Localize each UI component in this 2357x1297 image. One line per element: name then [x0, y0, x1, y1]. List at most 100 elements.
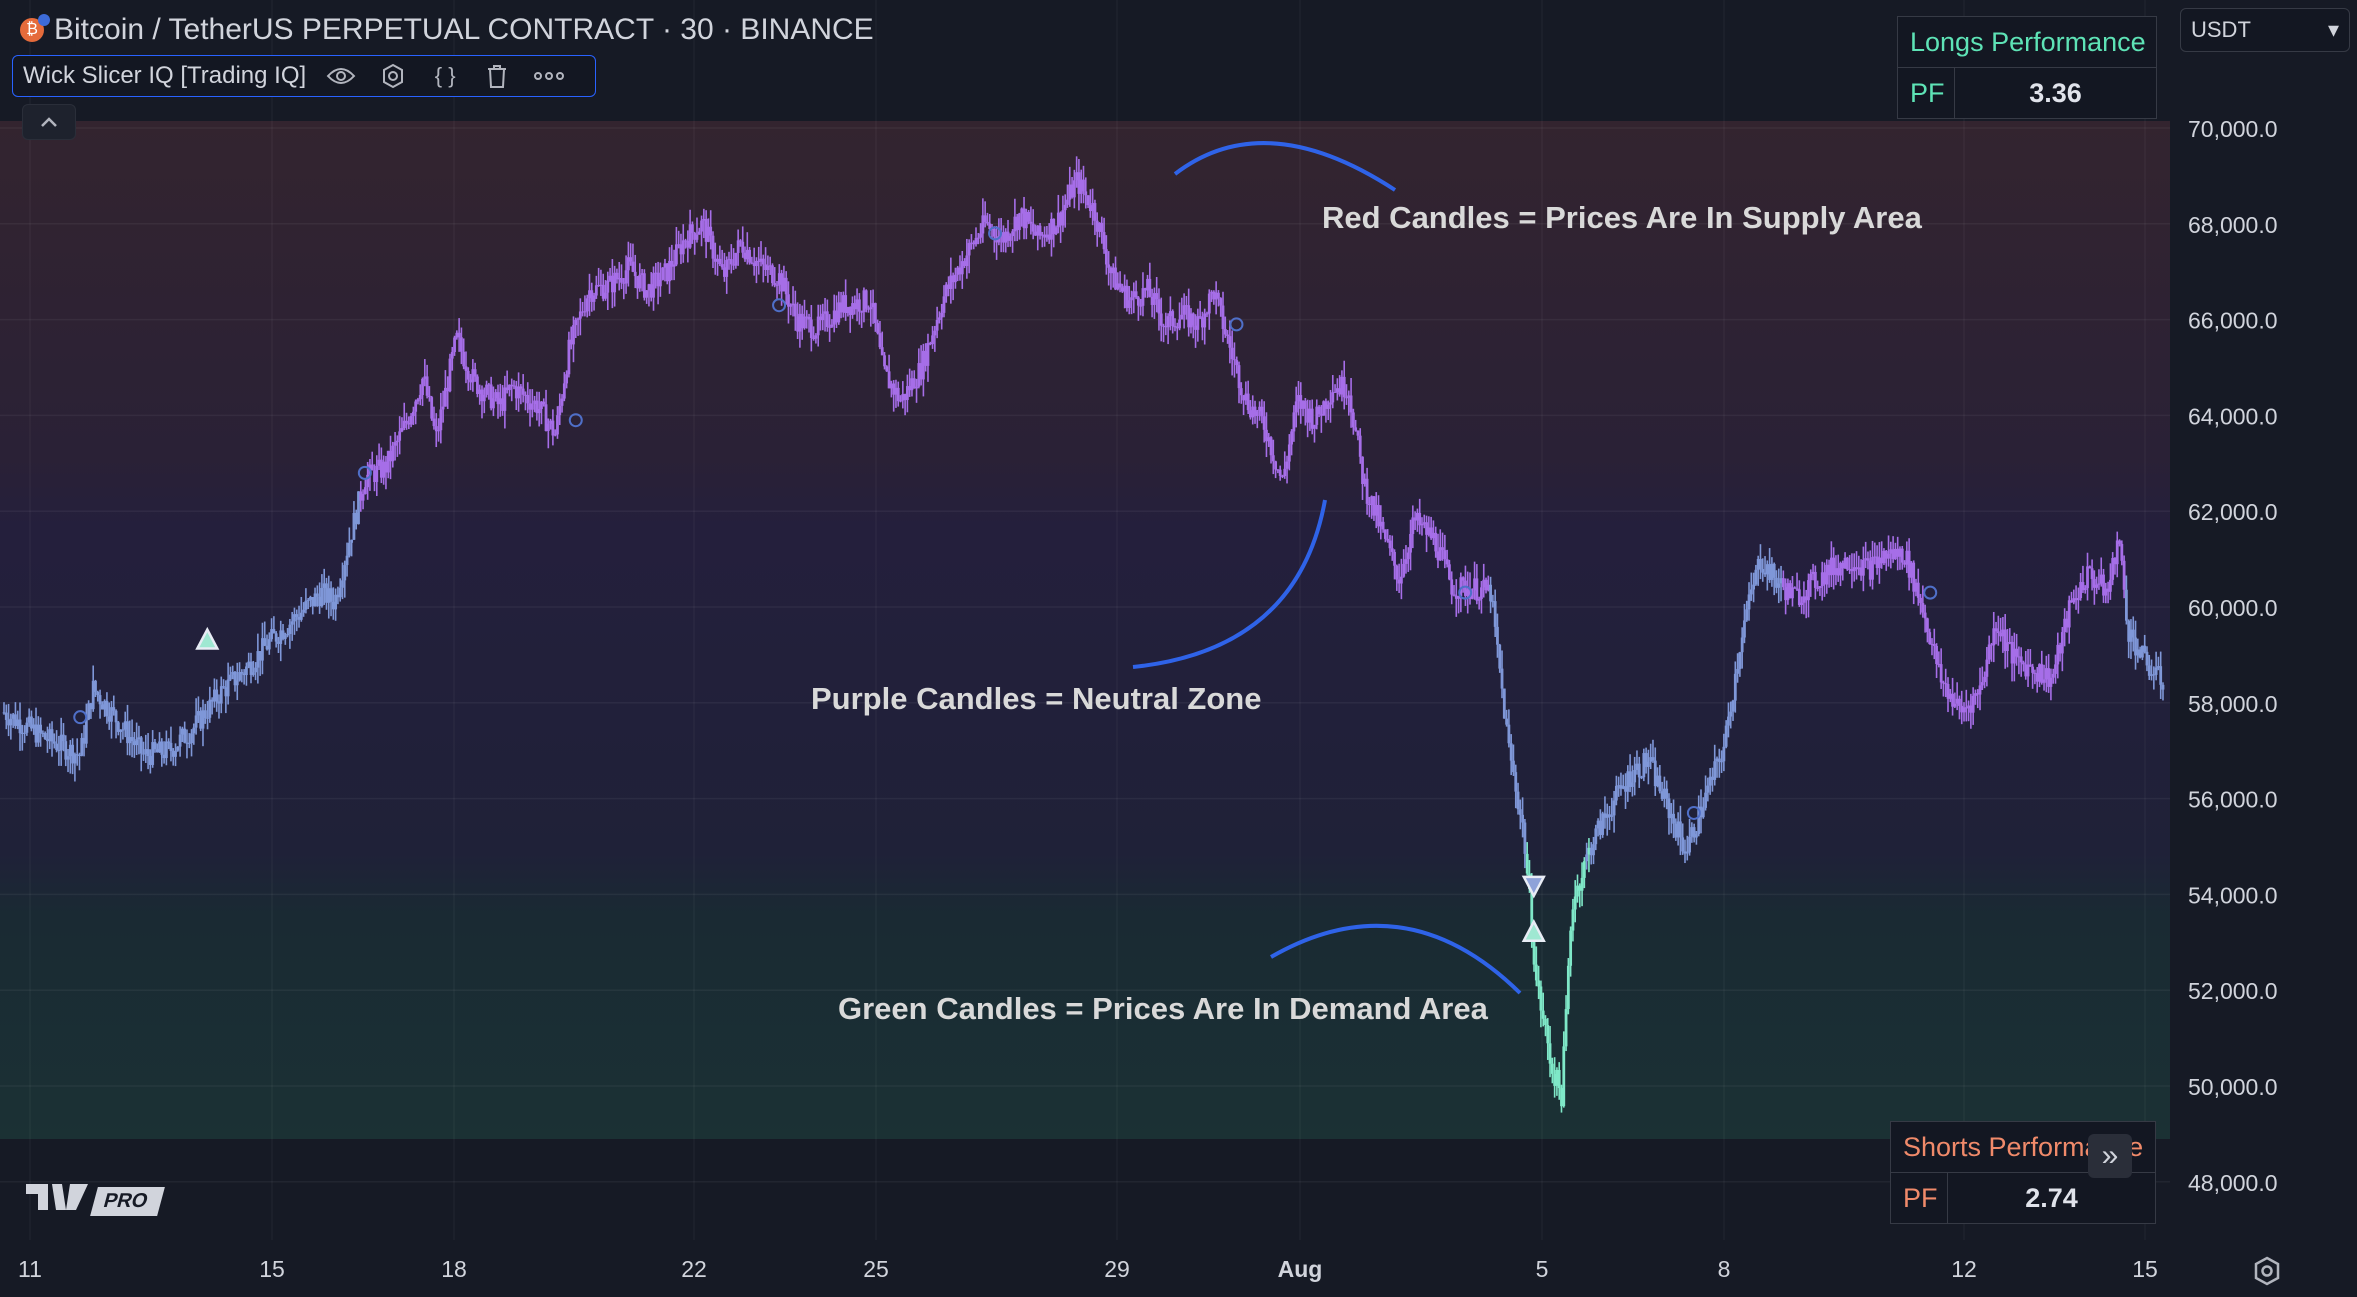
candle-body	[553, 434, 557, 436]
candle-body	[626, 257, 630, 271]
time-axis[interactable]: 11 15 18 22 25 29 Aug 5 8 12 15	[18, 1256, 2158, 1282]
demand-annotation: Green Candles = Prices Are In Demand Are…	[838, 991, 1488, 1026]
currency-select[interactable]: USDT ▾	[2180, 8, 2350, 52]
candle-body	[757, 260, 761, 262]
candle-body	[2120, 543, 2124, 561]
candle-body	[739, 240, 742, 242]
candle-body	[1660, 791, 1664, 799]
candle-body	[1916, 582, 1920, 598]
candle-body	[1418, 512, 1422, 526]
supply-annotation: Red Candles = Prices Are In Supply Area	[1322, 200, 1922, 235]
candle-body	[1948, 693, 1952, 699]
candle-body	[1935, 645, 1938, 664]
eye-icon[interactable]	[324, 59, 358, 93]
candle-body	[876, 323, 880, 334]
candle-body	[1834, 568, 1838, 575]
candle-body	[1624, 786, 1627, 792]
candle-body	[654, 272, 658, 274]
candle-body	[94, 680, 97, 692]
candle-body	[1544, 1018, 1547, 1026]
candle-body	[549, 420, 553, 424]
y-tick-label: 66,000.0	[2188, 308, 2278, 334]
candle-body	[720, 264, 724, 268]
candle-body	[1749, 589, 1753, 595]
candle-body	[119, 729, 123, 732]
candle-body	[1246, 393, 1250, 411]
candle-body	[1939, 664, 1943, 683]
candle-body	[306, 599, 310, 601]
candle-body	[1813, 571, 1817, 588]
candle-body	[492, 398, 495, 409]
candle-body	[190, 733, 193, 744]
candle-body	[1761, 569, 1765, 573]
candle-body	[400, 428, 404, 432]
candle-body	[1290, 431, 1294, 445]
candle-body	[1365, 478, 1369, 504]
candle-body	[199, 711, 203, 729]
candle-body	[1281, 475, 1284, 477]
candle-body	[247, 661, 251, 667]
candle-body	[1212, 291, 1216, 300]
more-icon[interactable]	[532, 59, 566, 93]
candle-body	[464, 366, 468, 371]
tradingview-logo[interactable]: PRO	[26, 1182, 166, 1221]
candle-body	[361, 493, 365, 501]
indicator-legend[interactable]: Wick Slicer IQ [Trading IQ] { }	[12, 55, 596, 97]
source-code-icon[interactable]: { }	[434, 63, 456, 88]
settings-icon[interactable]	[376, 59, 410, 93]
candle-body	[663, 263, 667, 268]
candle-body	[855, 299, 859, 310]
candle-body	[1029, 221, 1033, 224]
candle-body	[295, 614, 299, 617]
candle-body	[2083, 588, 2087, 591]
chevron-up-icon[interactable]	[22, 104, 76, 140]
candle-body	[2028, 664, 2032, 667]
candle-body	[1514, 772, 1518, 792]
candle-body	[1411, 517, 1415, 534]
candle-body	[1098, 222, 1101, 232]
candle-body	[620, 278, 623, 283]
trade-markers	[195, 626, 1546, 942]
candle-body	[1592, 844, 1595, 856]
candle-body	[887, 371, 891, 389]
candle-body	[2060, 632, 2064, 654]
candle-body	[1486, 584, 1490, 591]
candle-body	[819, 316, 822, 321]
indicator-name[interactable]: Wick Slicer IQ [Trading IQ]	[23, 62, 307, 89]
candle-body	[2102, 574, 2105, 596]
candle-body	[57, 749, 61, 751]
candle-body	[1024, 211, 1028, 229]
candle-body	[1861, 559, 1865, 576]
candle-body	[805, 316, 809, 318]
symbol-header[interactable]: ₿ Bitcoin / TetherUS PERPETUAL CONTRACT …	[20, 10, 874, 50]
candle-body	[20, 732, 24, 734]
signal-circle	[1458, 585, 1473, 600]
candle-body	[1706, 785, 1710, 793]
candle-body	[1443, 550, 1447, 560]
candle-body	[1802, 596, 1806, 603]
candle-body	[2118, 540, 2121, 544]
candle-body	[713, 258, 717, 262]
candle-body	[1477, 598, 1481, 601]
candle-body	[1985, 659, 1989, 677]
candle-body	[62, 734, 65, 742]
trash-icon[interactable]	[480, 59, 514, 93]
candle-body	[398, 431, 402, 441]
candle-body	[217, 701, 221, 704]
long-entry-triangle	[195, 626, 220, 650]
candle-body	[2150, 674, 2153, 676]
candle-body	[267, 639, 271, 650]
candle-body	[556, 415, 559, 435]
candle-body	[2038, 664, 2041, 682]
candle-body	[1454, 595, 1458, 599]
price-axis[interactable]: 70,000.0 68,000.0 66,000.0 64,000.0 62,000.0…	[2188, 116, 2278, 1196]
double-chevron-right-icon[interactable]: »	[2088, 1134, 2132, 1178]
candle-body	[581, 311, 585, 313]
candle-body	[270, 629, 273, 640]
candle-body	[1047, 234, 1051, 240]
candle-body	[796, 316, 800, 332]
candle-body	[1944, 683, 1948, 685]
candle-body	[759, 258, 763, 262]
chart-settings-icon[interactable]	[2250, 1254, 2284, 1288]
